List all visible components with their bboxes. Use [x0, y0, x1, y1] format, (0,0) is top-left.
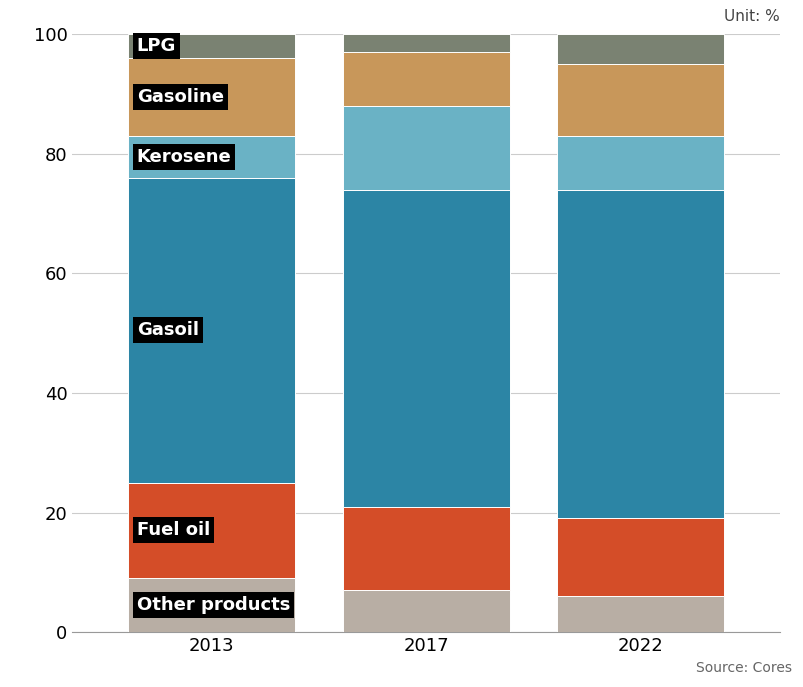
Bar: [342, 52, 509, 106]
Text: Other products: Other products: [137, 596, 290, 614]
Bar: [128, 136, 295, 178]
Bar: [342, 190, 509, 506]
Text: Gasoil: Gasoil: [137, 322, 198, 339]
Bar: [128, 578, 295, 632]
Bar: [556, 65, 724, 136]
Text: LPG: LPG: [137, 37, 176, 56]
Text: Unit: %: Unit: %: [724, 9, 779, 23]
Bar: [556, 596, 724, 632]
Bar: [342, 590, 509, 632]
Bar: [556, 190, 724, 519]
Text: Source: Cores: Source: Cores: [695, 661, 791, 675]
Bar: [128, 34, 295, 58]
Bar: [556, 519, 724, 596]
Bar: [342, 34, 509, 52]
Text: Fuel oil: Fuel oil: [137, 521, 210, 539]
Bar: [342, 106, 509, 190]
Bar: [128, 482, 295, 578]
Bar: [128, 58, 295, 136]
Bar: [556, 34, 724, 65]
Bar: [128, 178, 295, 482]
Bar: [556, 136, 724, 190]
Text: Kerosene: Kerosene: [137, 148, 231, 166]
Text: Gasoline: Gasoline: [137, 88, 223, 106]
Bar: [342, 506, 509, 590]
